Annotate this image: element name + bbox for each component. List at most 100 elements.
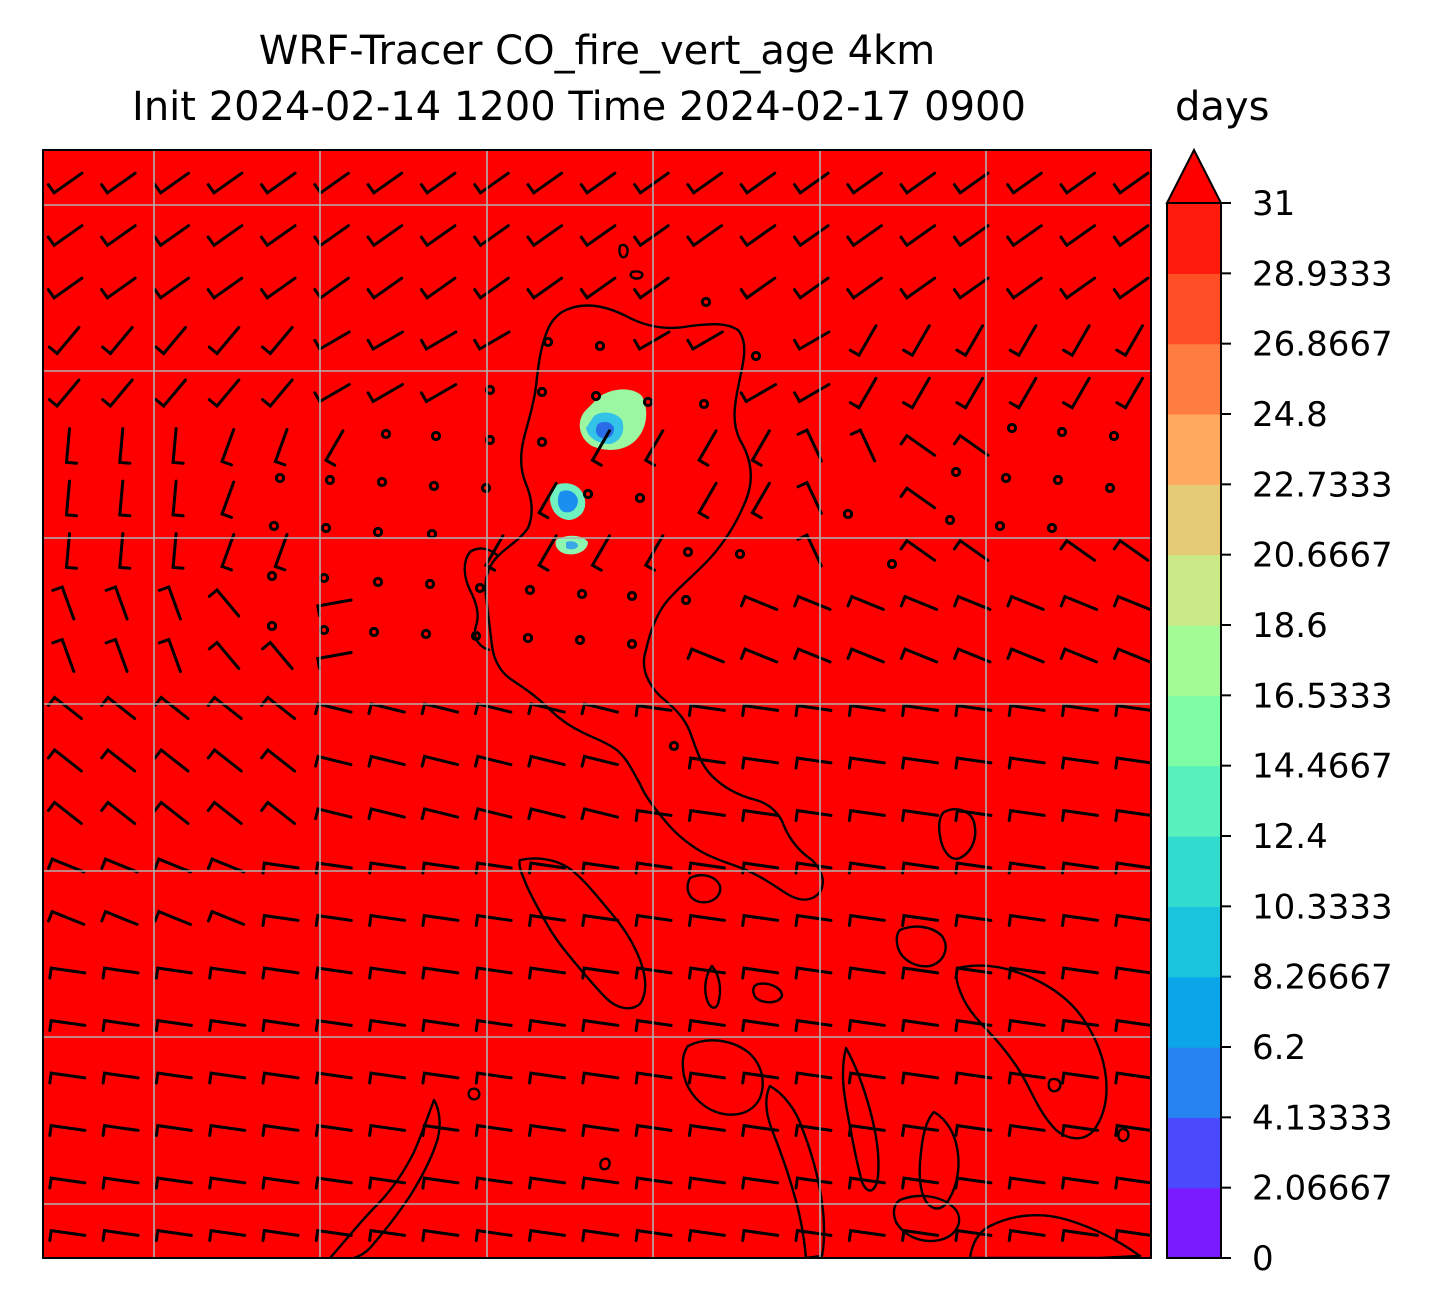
wind-barb — [687, 861, 726, 875]
wind-barb — [314, 1123, 353, 1137]
calm-wind-marker — [536, 436, 548, 448]
colorbar-tick-label: 20.6667 — [1252, 536, 1393, 576]
wind-barb — [739, 383, 778, 404]
colorbar-tick-label: 18.6 — [1252, 606, 1328, 646]
wind-barb — [697, 481, 718, 520]
tracer-plumes — [550, 389, 647, 555]
wind-barb — [634, 1228, 673, 1242]
wind-barb — [261, 1018, 300, 1032]
wind-barb — [153, 224, 190, 248]
wind-barb — [643, 429, 665, 467]
wind-barb — [1008, 324, 1038, 358]
wind-barb — [847, 1018, 886, 1032]
colorbar-tick-label: 26.8667 — [1252, 325, 1393, 365]
coastline-luzon — [484, 304, 824, 901]
wind-barb — [741, 1018, 780, 1032]
wind-barb — [260, 695, 297, 720]
wind-barb — [686, 330, 724, 352]
wind-barb — [899, 486, 937, 510]
wind-barb — [846, 647, 885, 664]
calm-wind-marker — [626, 638, 638, 650]
wind-barb — [687, 1018, 726, 1032]
wind-barb — [1007, 913, 1046, 927]
wind-barb — [739, 594, 779, 611]
wind-barb — [474, 966, 513, 980]
wind-barb — [899, 433, 937, 457]
wind-barb — [421, 1018, 460, 1032]
wind-barb — [1007, 1018, 1046, 1032]
wind-barb — [1059, 538, 1097, 562]
wind-barb — [421, 913, 460, 927]
wind-barb — [367, 754, 406, 768]
colorbar-segment — [1167, 695, 1221, 767]
wind-barb — [954, 703, 993, 717]
wind-barb — [314, 1176, 353, 1190]
wind-barb — [1061, 1123, 1099, 1137]
wind-barb — [64, 427, 78, 465]
colorbar-tick-label: 4.13333 — [1252, 1098, 1393, 1138]
calm-wind-marker — [1006, 422, 1018, 434]
wind-barb — [1061, 913, 1099, 927]
wind-barb — [1006, 647, 1045, 664]
wind-barb — [419, 383, 458, 404]
wind-barb — [902, 324, 931, 358]
wind-barb — [153, 695, 190, 720]
wind-barb — [260, 171, 297, 195]
wind-barb — [368, 913, 407, 927]
wind-barb — [899, 171, 937, 195]
wind-barb — [687, 1228, 726, 1242]
wind-barb — [899, 276, 937, 300]
wind-barb — [208, 1018, 247, 1032]
wind-barb — [528, 1018, 566, 1032]
wind-barb — [420, 807, 460, 821]
wind-barb — [527, 754, 566, 768]
wind-barb — [474, 1071, 513, 1085]
plume-north-center — [595, 421, 614, 439]
wind-barb — [366, 171, 404, 195]
coastline-manila-bay — [463, 547, 499, 652]
wind-barb — [48, 1176, 87, 1190]
wind-barb — [171, 532, 185, 570]
wind-barb — [741, 1123, 780, 1137]
wind-barb — [528, 1176, 566, 1190]
wind-barb — [954, 808, 993, 822]
wind-barb — [1114, 861, 1151, 875]
gridlines — [43, 150, 1151, 1258]
wind-barb — [314, 754, 353, 768]
wind-barb — [208, 1123, 247, 1137]
colorbar-tick-label: 10.3333 — [1252, 887, 1393, 927]
calm-wind-marker — [594, 340, 606, 352]
wind-barb — [154, 966, 193, 980]
wind-barb — [633, 224, 670, 248]
wind-barb — [48, 1071, 87, 1085]
wind-barb — [952, 433, 990, 457]
wind-barb — [1062, 376, 1091, 410]
wind-barb — [955, 376, 985, 410]
wind-barb — [1114, 966, 1151, 980]
coastline-masbate — [895, 925, 947, 968]
colorbar-segments — [1167, 203, 1221, 1259]
calm-wind-marker — [372, 576, 384, 588]
wind-barb — [953, 594, 992, 611]
wind-barb — [260, 224, 297, 248]
calm-wind-marker — [428, 480, 440, 492]
wind-barb — [697, 429, 718, 467]
colorbar-frame — [1166, 203, 1222, 1259]
wind-barb — [526, 224, 564, 248]
wind-barb — [528, 1071, 566, 1085]
wind-barb — [686, 647, 725, 664]
wind-barb — [314, 1071, 353, 1085]
wind-barb — [1061, 1228, 1099, 1242]
wind-barb — [1113, 647, 1151, 664]
wind-barb — [528, 1123, 566, 1137]
coastline-palawan — [328, 1098, 441, 1258]
colorbar-tick-label: 14.4667 — [1252, 747, 1393, 787]
wind-barb — [46, 276, 84, 300]
wind-barb — [47, 857, 86, 874]
wind-barb — [954, 1018, 993, 1032]
calm-wind-marker — [274, 472, 286, 484]
plot-title-line1: WRF-Tracer CO_fire_vert_age 4km — [258, 28, 936, 74]
wind-barb — [686, 171, 723, 195]
calm-wind-marker — [950, 466, 962, 478]
wind-barb — [847, 1071, 886, 1085]
